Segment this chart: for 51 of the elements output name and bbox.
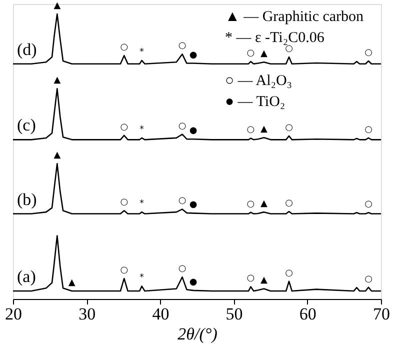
annotation: ○: [364, 200, 373, 210]
annotation: ○: [120, 42, 128, 53]
annotation: ○: [364, 124, 373, 135]
series-label: (b): [17, 190, 37, 209]
annotation: ▲ — Graphitic carbon: [225, 9, 364, 25]
annotation: *: [140, 124, 145, 135]
annotation: ○: [364, 48, 373, 58]
annotation: * — ε -Ti₂C0.06: [225, 30, 325, 46]
annotation: *: [140, 273, 145, 284]
annotation: *: [140, 199, 145, 210]
annotation: ○: [178, 264, 186, 274]
annotation: ●: [189, 200, 198, 210]
series-label: (c): [17, 116, 36, 135]
x-tick-label: 30: [78, 304, 96, 324]
annotation: ○: [285, 268, 294, 278]
annotation: ▲: [54, 76, 61, 86]
annotation: ▲: [68, 278, 76, 288]
annotation: ●: [189, 126, 198, 136]
annotation: ○: [178, 121, 186, 132]
annotation: ○: [285, 44, 294, 54]
annotation: ○: [246, 48, 255, 59]
x-tick-label: 50: [226, 304, 243, 324]
annotation: ○: [285, 198, 294, 208]
annotation: ● — TiO₂: [225, 94, 286, 110]
annotation: ▲: [260, 124, 268, 135]
annotation: ○: [120, 122, 128, 132]
annotation: ▲: [260, 276, 268, 286]
annotation: ○: [246, 125, 255, 136]
annotation: ▲: [54, 150, 61, 161]
annotation: ○: [364, 274, 373, 284]
x-axis-title: 2θ/(°): [178, 324, 218, 344]
annotation: ▲: [54, 0, 61, 11]
annotation: ○: [120, 198, 128, 208]
annotation: ○: [246, 199, 255, 210]
annotation: ●: [189, 277, 198, 288]
annotation: ○: [178, 196, 186, 206]
annotation: ○: [285, 122, 294, 133]
annotation: ○ — Al₂O₃: [225, 73, 292, 89]
annotation: ○: [120, 265, 128, 276]
annotation: ○: [178, 41, 186, 52]
series-label: (a): [17, 267, 36, 286]
x-tick-label: 20: [5, 304, 22, 324]
annotation: ●: [189, 50, 198, 60]
annotation: ▲: [260, 49, 268, 60]
annotation: ▲: [260, 199, 268, 210]
x-tick-label: 60: [299, 304, 316, 324]
annotation: ○: [246, 274, 255, 284]
series-label: (d): [17, 40, 37, 59]
x-tick-label: 40: [152, 304, 170, 324]
x-tick-label: 70: [373, 304, 390, 324]
annotation: *: [140, 47, 145, 58]
